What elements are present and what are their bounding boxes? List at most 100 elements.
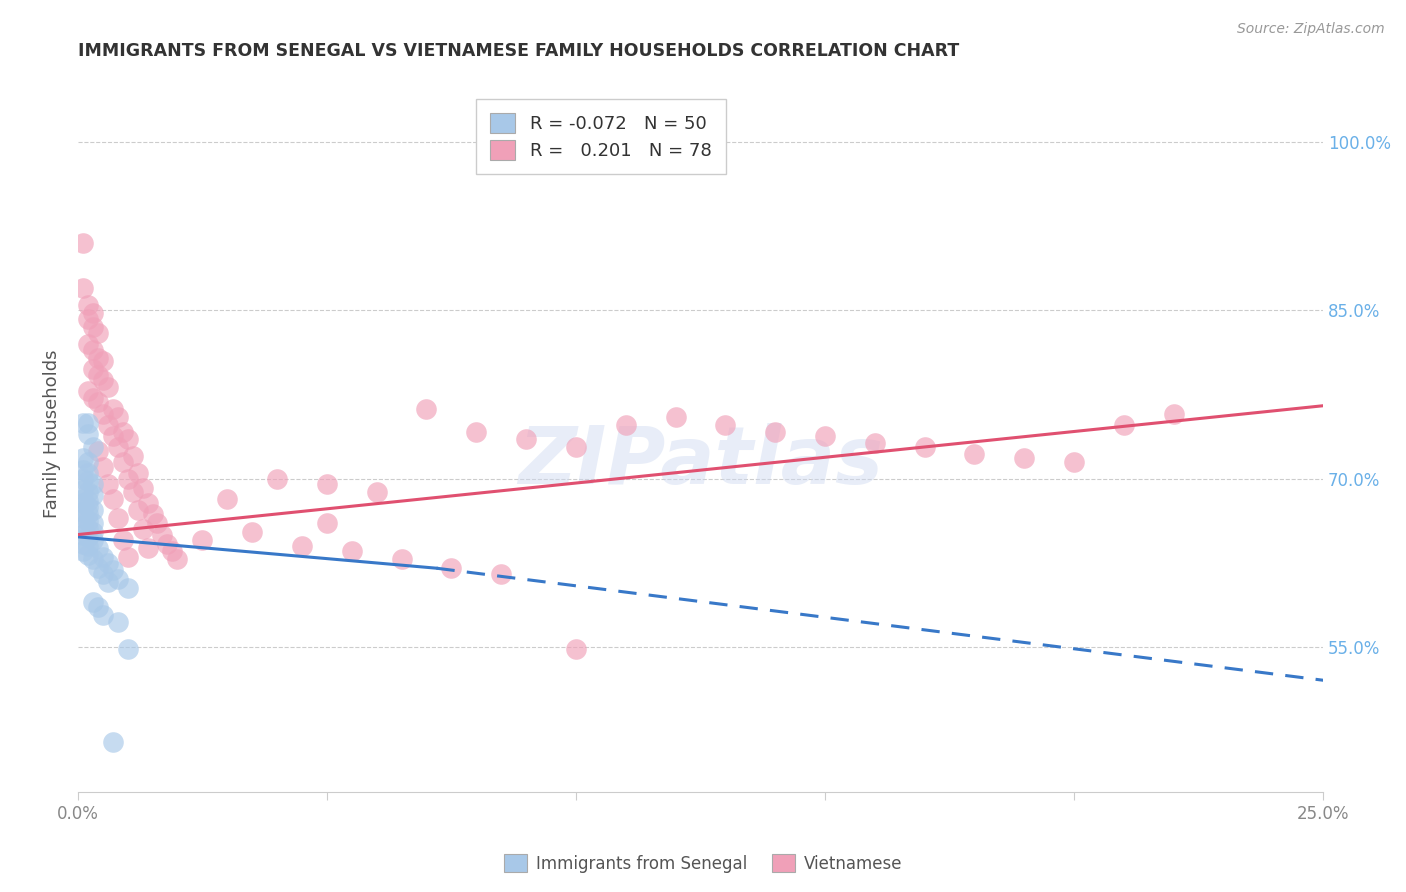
Legend: Immigrants from Senegal, Vietnamese: Immigrants from Senegal, Vietnamese — [498, 847, 908, 880]
Point — [86, 326, 108, 340]
Point — [156, 536, 179, 550]
Point — [121, 485, 143, 500]
Point — [91, 354, 114, 368]
Point — [91, 608, 114, 623]
Point — [141, 508, 163, 522]
Point — [664, 409, 686, 424]
Point — [166, 552, 188, 566]
Point — [101, 564, 124, 578]
Point — [1112, 417, 1135, 432]
Point — [72, 462, 94, 476]
Point — [82, 533, 104, 548]
Point — [111, 425, 134, 439]
Point — [76, 508, 98, 522]
Point — [76, 514, 98, 528]
Point — [440, 561, 463, 575]
Point — [136, 541, 159, 555]
Point — [131, 481, 153, 495]
Point — [82, 488, 104, 502]
Point — [76, 337, 98, 351]
Legend: R = -0.072   N = 50, R =   0.201   N = 78: R = -0.072 N = 50, R = 0.201 N = 78 — [475, 99, 725, 175]
Point — [72, 496, 94, 510]
Point — [266, 472, 288, 486]
Point — [86, 561, 108, 575]
Point — [152, 527, 174, 541]
Point — [76, 485, 98, 500]
Point — [111, 533, 134, 548]
Point — [82, 391, 104, 405]
Point — [76, 539, 98, 553]
Point — [107, 510, 129, 524]
Point — [72, 483, 94, 497]
Point — [86, 443, 108, 458]
Point — [191, 533, 214, 548]
Point — [82, 552, 104, 566]
Point — [101, 402, 124, 417]
Point — [72, 472, 94, 486]
Point — [82, 306, 104, 320]
Point — [82, 595, 104, 609]
Point — [76, 522, 98, 536]
Point — [72, 281, 94, 295]
Point — [72, 544, 94, 558]
Point — [101, 735, 124, 749]
Point — [82, 361, 104, 376]
Point — [86, 600, 108, 615]
Point — [76, 494, 98, 508]
Point — [82, 343, 104, 357]
Point — [107, 440, 129, 454]
Point — [117, 549, 139, 564]
Point — [1012, 451, 1035, 466]
Point — [117, 582, 139, 596]
Point — [1163, 407, 1185, 421]
Point — [515, 433, 537, 447]
Text: IMMIGRANTS FROM SENEGAL VS VIETNAMESE FAMILY HOUSEHOLDS CORRELATION CHART: IMMIGRANTS FROM SENEGAL VS VIETNAMESE FA… — [77, 42, 959, 60]
Point — [72, 518, 94, 533]
Point — [863, 435, 886, 450]
Point — [315, 477, 337, 491]
Text: Source: ZipAtlas.com: Source: ZipAtlas.com — [1237, 22, 1385, 37]
Point — [91, 549, 114, 564]
Point — [82, 477, 104, 491]
Point — [291, 539, 314, 553]
Point — [76, 548, 98, 562]
Point — [82, 516, 104, 531]
Point — [72, 416, 94, 430]
Point — [489, 566, 512, 581]
Point — [107, 573, 129, 587]
Point — [963, 447, 986, 461]
Point — [76, 426, 98, 441]
Point — [136, 496, 159, 510]
Point — [465, 425, 488, 439]
Point — [76, 384, 98, 399]
Point — [101, 429, 124, 443]
Point — [101, 491, 124, 506]
Point — [86, 368, 108, 383]
Point — [315, 516, 337, 531]
Point — [76, 416, 98, 430]
Point — [97, 477, 120, 491]
Point — [82, 525, 104, 540]
Point — [97, 574, 120, 589]
Point — [565, 641, 588, 656]
Point — [111, 455, 134, 469]
Point — [814, 429, 837, 443]
Point — [97, 417, 120, 432]
Point — [91, 407, 114, 421]
Point — [127, 466, 149, 480]
Point — [76, 500, 98, 514]
Point — [127, 503, 149, 517]
Text: ZIPatlas: ZIPatlas — [517, 424, 883, 501]
Point — [366, 485, 388, 500]
Point — [91, 373, 114, 387]
Point — [72, 527, 94, 541]
Point — [97, 556, 120, 570]
Point — [97, 380, 120, 394]
Point — [76, 466, 98, 480]
Point — [72, 451, 94, 466]
Point — [117, 433, 139, 447]
Point — [76, 530, 98, 544]
Point — [76, 298, 98, 312]
Point — [1063, 455, 1085, 469]
Point — [565, 440, 588, 454]
